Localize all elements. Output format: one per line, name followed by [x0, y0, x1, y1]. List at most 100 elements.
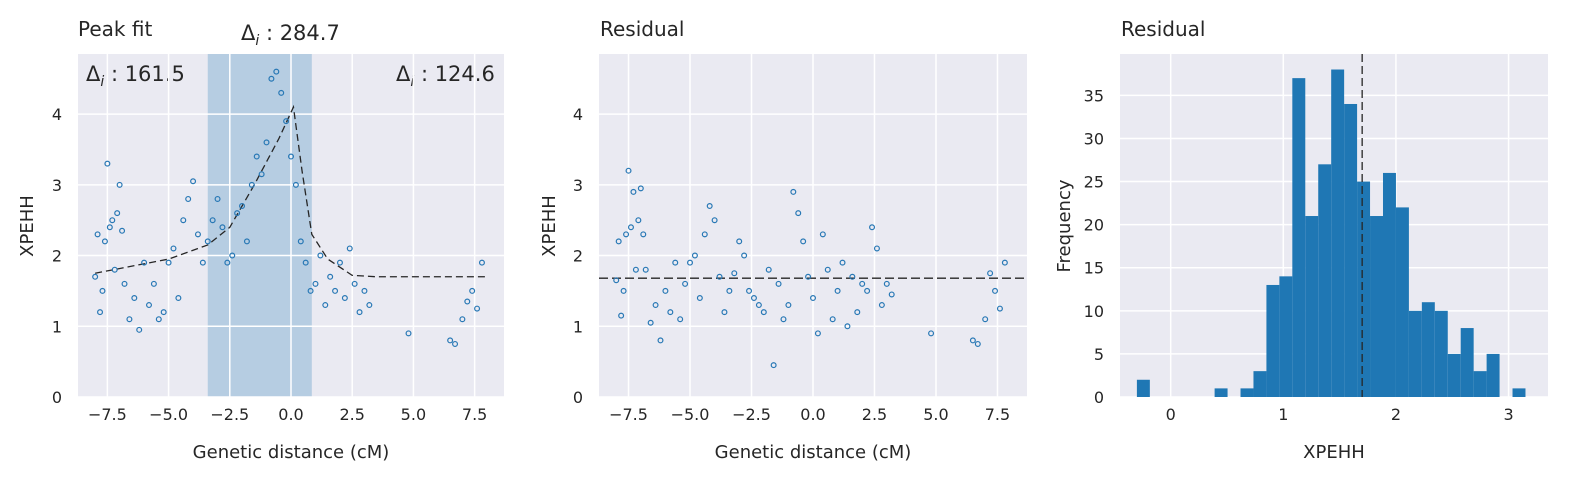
data-point [864, 287, 871, 294]
data-point [258, 171, 265, 178]
data-point [741, 252, 748, 259]
data-point [278, 89, 285, 96]
data-point [888, 291, 895, 298]
x-tick-label: 7.5 [462, 405, 487, 424]
histogram-bar [1512, 388, 1526, 397]
data-point [204, 238, 211, 245]
data-point [795, 210, 802, 217]
data-point [849, 273, 856, 280]
data-point [175, 294, 182, 301]
y-axis-label: XPEHH [17, 195, 38, 257]
data-point [625, 167, 632, 174]
plot-content [1120, 54, 1548, 398]
data-point [790, 188, 797, 195]
histogram-bar [1421, 302, 1435, 397]
data-point [706, 203, 713, 210]
data-point [243, 238, 250, 245]
x-tick-label: 2 [1391, 405, 1401, 424]
data-point [652, 302, 659, 309]
x-tick-label: −2.5 [732, 405, 771, 424]
y-tick-label: 4 [52, 105, 62, 124]
y-tick-label: 1 [573, 317, 583, 336]
x-tick-label: −5.0 [671, 405, 710, 424]
data-point [775, 280, 782, 287]
y-tick-label: 15 [1084, 259, 1104, 278]
data-point [292, 181, 299, 188]
data-point [755, 302, 762, 309]
data-point [106, 224, 113, 231]
data-point [814, 330, 821, 337]
data-point [180, 217, 187, 224]
data-point [150, 280, 157, 287]
data-point [317, 252, 324, 259]
data-point [869, 224, 876, 231]
y-tick-label: 30 [1084, 129, 1104, 148]
data-point [307, 287, 314, 294]
plot-content [599, 54, 1027, 398]
data-point [185, 195, 192, 202]
data-point [214, 195, 221, 202]
data-point [332, 287, 339, 294]
annotation-center: Δi : 284.7 [241, 21, 340, 49]
data-point [146, 302, 153, 309]
data-point [322, 302, 329, 309]
histogram-bar [1473, 371, 1487, 397]
data-point [667, 309, 674, 316]
x-tick-label: −7.5 [609, 405, 648, 424]
histogram-bar [1447, 353, 1461, 397]
x-tick-label: 2.5 [862, 405, 887, 424]
data-point [273, 68, 280, 75]
data-point [696, 294, 703, 301]
data-point [97, 309, 104, 316]
histogram-bar [1266, 284, 1280, 397]
data-point [94, 231, 101, 238]
y-tick-label: 10 [1084, 302, 1104, 321]
data-point [99, 287, 106, 294]
histogram-bar [1136, 379, 1150, 397]
histogram-bar [1305, 216, 1319, 397]
data-point [701, 231, 708, 238]
data-point [327, 273, 334, 280]
data-point [312, 280, 319, 287]
histogram-bar [1486, 353, 1500, 397]
data-point [642, 266, 649, 273]
data-point [116, 181, 123, 188]
data-point [302, 259, 309, 266]
highlight-region [207, 54, 312, 397]
data-point [969, 337, 976, 344]
histogram-bar [1370, 216, 1383, 397]
data-point [992, 287, 999, 294]
data-point [726, 287, 733, 294]
data-point [682, 280, 689, 287]
data-point [253, 153, 260, 160]
panel-title: Residual [1121, 17, 1205, 41]
data-point [447, 337, 454, 344]
data-point [647, 319, 654, 326]
data-point [805, 273, 812, 280]
data-point [121, 280, 128, 287]
data-point [928, 330, 935, 337]
data-point [239, 203, 246, 210]
x-tick-label: 1 [1278, 405, 1288, 424]
data-point [234, 210, 241, 217]
data-point [824, 266, 831, 273]
panel-title: Residual [600, 17, 684, 41]
data-point [366, 302, 373, 309]
data-point [613, 277, 620, 284]
data-point [770, 362, 777, 369]
histogram-bar [1357, 181, 1371, 397]
data-point [351, 280, 358, 287]
data-point [459, 316, 466, 323]
data-point [618, 312, 625, 319]
data-point [452, 340, 459, 347]
x-tick-label: −5.0 [149, 405, 188, 424]
data-point [464, 298, 471, 305]
x-tick-label: 0.0 [800, 405, 825, 424]
data-point [199, 259, 206, 266]
data-point [623, 231, 630, 238]
data-point [283, 118, 290, 125]
data-point [229, 252, 236, 259]
data-point [136, 326, 143, 333]
data-point [119, 227, 126, 234]
data-point [165, 259, 172, 266]
